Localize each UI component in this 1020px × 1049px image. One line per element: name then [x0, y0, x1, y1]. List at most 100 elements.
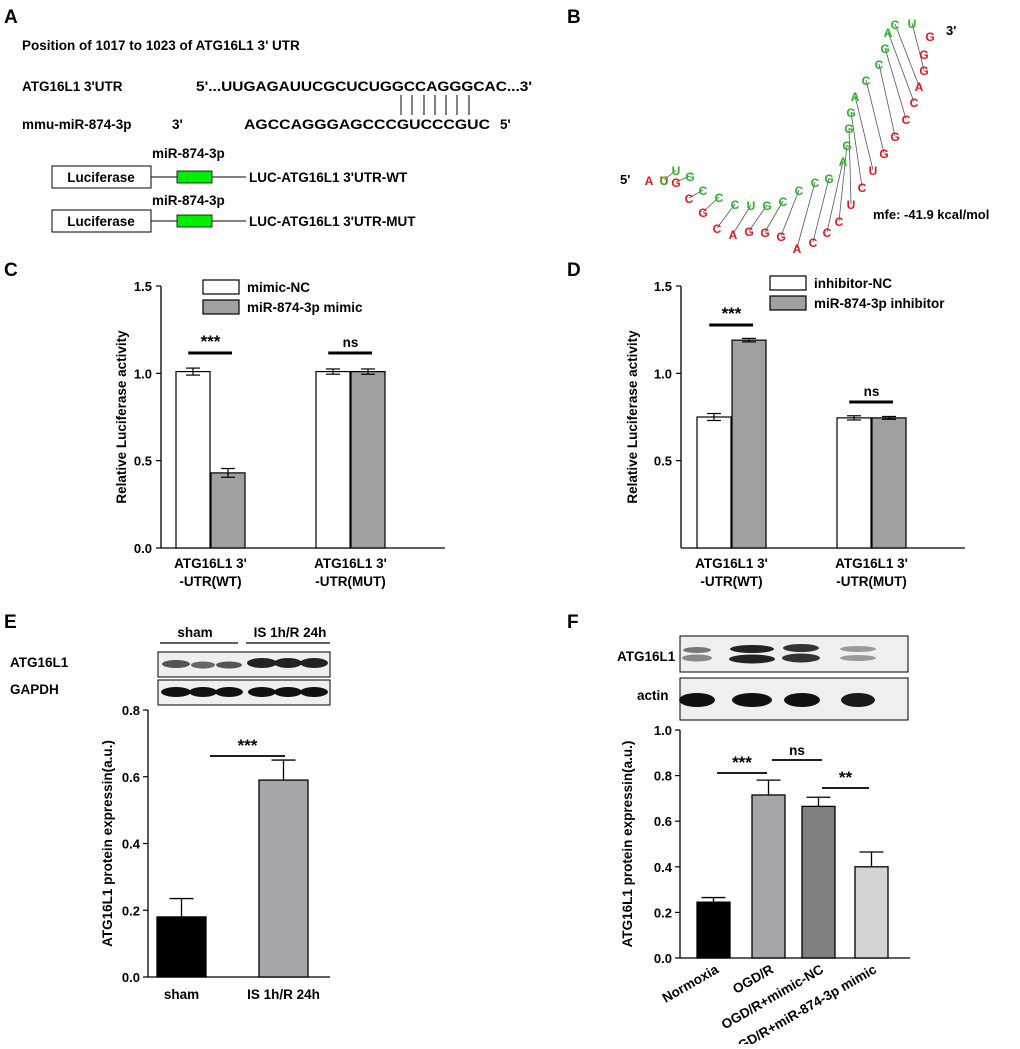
target-nucleotide: G — [744, 225, 753, 239]
mirna-nucleotide: G — [846, 106, 855, 120]
x-tick-label: Normoxia — [660, 961, 722, 1005]
target-nucleotide: G — [776, 230, 785, 244]
blot-row-label-actin: actin — [637, 688, 669, 703]
target-nucleotide: C — [902, 113, 911, 127]
target-nucleotide: C — [685, 192, 694, 206]
bar — [156, 916, 207, 978]
y-tick-label: 1.0 — [654, 366, 672, 381]
mirna-nucleotide: G — [762, 199, 771, 213]
base-pair-line — [796, 181, 816, 249]
blot-band — [782, 653, 820, 663]
y-tick-label: 0.0 — [654, 951, 672, 966]
bar — [836, 417, 872, 549]
blot-band — [215, 687, 243, 697]
y-tick-label: 0.2 — [654, 905, 672, 920]
panel-e-letter: E — [4, 612, 17, 633]
base-pair-line — [865, 79, 885, 154]
x-tick-label: ATG16L1 3' — [695, 556, 768, 571]
panel-a-letter: A — [4, 7, 18, 28]
significance-label: ** — [839, 768, 853, 787]
y-tick-label: 0.5 — [654, 454, 672, 469]
mirna-nucleotide: C — [891, 18, 900, 32]
bar — [731, 339, 767, 549]
mirna-end-label-left: 3' — [172, 117, 183, 132]
mirna-nucleotide: G — [880, 42, 889, 56]
x-tick-label: ATG16L1 3' — [835, 556, 908, 571]
blot-band — [191, 661, 215, 669]
mirna-nucleotide: G — [842, 139, 851, 153]
mirna-sequence: AGCCAGGGAGCCCGUCCCGUC — [244, 117, 490, 132]
panel-a-position-text: Position of 1017 to 1023 of ATG16L1 3' U… — [22, 38, 300, 53]
x-tick-label: -UTR(MUT) — [836, 574, 906, 589]
target-nucleotide: A — [645, 174, 654, 188]
y-tick-label: 0.0 — [122, 970, 140, 985]
significance-label: ns — [789, 743, 805, 758]
target-nucleotide: C — [823, 226, 832, 240]
y-tick-label: 0.4 — [654, 860, 673, 875]
blot-band — [248, 687, 276, 697]
bar — [854, 866, 889, 959]
mirna-nucleotide: C — [811, 176, 820, 190]
base-pair-line — [702, 196, 720, 213]
x-tick-label: -UTR(WT) — [700, 574, 762, 589]
blot-band — [161, 687, 191, 697]
target-nucleotide: C — [713, 222, 722, 236]
base-pair-line — [675, 175, 691, 183]
construct-name-mut: LUC-ATG16L1 3'UTR-MUT — [249, 214, 416, 229]
base-pair-line — [848, 127, 852, 205]
legend-label: mimic-NC — [247, 280, 310, 295]
mirna-nucleotide: A — [851, 90, 860, 104]
blot-band — [840, 655, 876, 661]
panel-c-letter: C — [4, 260, 18, 281]
base-pair-line — [878, 63, 896, 137]
blot-row-label-atg16l1: ATG16L1 — [10, 655, 69, 670]
blot-bands-e — [157, 651, 331, 706]
y-axis-label: ATG16L1 protein expressin(a.u.) — [100, 740, 115, 947]
bar — [751, 794, 786, 959]
target-nucleotide: G — [671, 176, 680, 190]
bar — [350, 370, 386, 549]
bar — [801, 805, 836, 959]
target-nucleotide: C — [809, 236, 818, 250]
y-tick-label: 1.0 — [134, 366, 152, 381]
mirna-nucleotide: A — [884, 26, 893, 40]
target-nucleotide: A — [915, 80, 924, 94]
blot-band — [300, 658, 328, 668]
y-tick-label: 0.0 — [134, 541, 152, 556]
end-label-5: 5' — [620, 172, 630, 187]
x-tick-label: sham — [164, 987, 199, 1002]
target-nucleotide: G — [925, 30, 934, 44]
bar — [210, 472, 246, 549]
significance-label: ns — [864, 384, 880, 399]
panel-b-letter: B — [567, 7, 581, 28]
blot-band — [840, 646, 876, 652]
blot-band — [679, 693, 715, 707]
site-label-wt: miR-874-3p — [152, 146, 225, 161]
legend-swatch — [202, 299, 240, 315]
base-pair-line — [716, 203, 736, 229]
base-pair-line — [894, 23, 920, 87]
mirna-label: mmu-miR-874-3p — [22, 117, 132, 132]
bar — [175, 370, 211, 549]
y-tick-label: 0.6 — [122, 770, 140, 785]
x-tick-label: ATG16L1 3' — [314, 556, 387, 571]
blot-band — [784, 693, 820, 707]
significance-label: *** — [732, 753, 752, 772]
panel-f: F ATG16L1 actin 0.0 0.2 0.4 0.6 0.8 1.0 ATG16L… — [567, 612, 910, 1049]
blot-band — [189, 687, 217, 697]
mirna-nucleotide: C — [795, 184, 804, 198]
panel-d: D 0.5 1.0 1.5 Relative Luciferase activity A… — [567, 260, 965, 589]
y-axis-label: Relative Luciferase activity — [625, 330, 640, 504]
legend-label: inhibitor-NC — [814, 276, 892, 291]
y-axis-label: ATG16L1 protein expressin(a.u.) — [620, 741, 635, 948]
blot-band — [683, 647, 711, 653]
mirna-nucleotide: C — [699, 184, 708, 198]
mirna-nucleotide: A — [839, 155, 848, 169]
end-label-3: 3' — [946, 23, 956, 38]
site-label-mut: miR-874-3p — [152, 193, 225, 208]
panel-a: A Position of 1017 to 1023 of ATG16L1 3'… — [4, 7, 532, 233]
base-pair-line — [663, 169, 677, 181]
base-pair-line — [748, 204, 768, 232]
